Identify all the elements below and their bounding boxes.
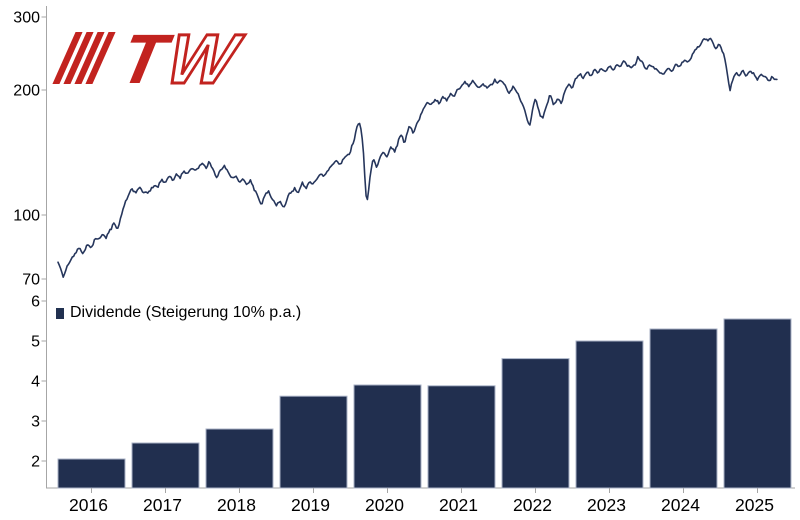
price-tick-label: 300	[13, 9, 40, 26]
legend-label: Dividende (Steigerung 10% p.a.)	[70, 304, 302, 321]
dividend-bar-2024	[649, 328, 718, 489]
dividend-bar-2017	[131, 442, 200, 489]
dividend-bar-2025	[723, 318, 792, 489]
year-label-2021: 2021	[439, 495, 478, 515]
year-label-2020: 2020	[365, 495, 404, 515]
legend-marker	[56, 307, 64, 319]
logo-letter-t: T	[113, 20, 172, 98]
dividend-legend: Dividende (Steigerung 10% p.a.)	[56, 304, 301, 322]
itw-logo: T W	[52, 19, 243, 100]
year-label-2017: 2017	[143, 495, 182, 515]
logo-letter-w: W	[159, 19, 243, 100]
dividend-tick-label: 5	[31, 334, 40, 351]
dividend-bar-2016	[57, 458, 126, 489]
dividend-tick-label: 6	[31, 294, 40, 311]
year-label-2024: 2024	[661, 495, 700, 515]
year-label-2022: 2022	[513, 495, 552, 515]
price-tick-label: 100	[13, 207, 40, 224]
dividend-tick-label: 3	[31, 414, 40, 431]
dividend-bar-2022	[501, 358, 570, 489]
dividend-bar-2020	[353, 384, 422, 489]
year-label-2018: 2018	[217, 495, 256, 515]
price-tick-label: 70	[22, 272, 40, 289]
dividend-bar-2019	[279, 395, 348, 489]
dividend-bar-2021	[427, 385, 496, 489]
year-label-2019: 2019	[291, 495, 330, 515]
year-label-2025: 2025	[735, 495, 774, 515]
dividend-bar-2023	[575, 340, 644, 489]
year-label-2023: 2023	[587, 495, 626, 515]
dividend-tick-label: 2	[31, 454, 40, 471]
price-tick-label: 200	[13, 83, 40, 100]
dividend-bar-2018	[205, 428, 274, 489]
dividend-tick-label: 4	[31, 374, 40, 391]
price-line	[57, 37, 778, 279]
year-label-2016: 2016	[69, 495, 108, 515]
